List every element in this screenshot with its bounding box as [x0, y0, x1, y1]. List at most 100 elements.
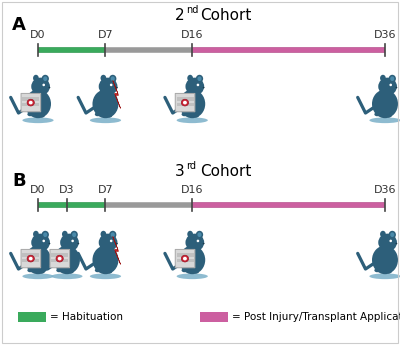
- Polygon shape: [113, 237, 120, 264]
- Ellipse shape: [90, 274, 121, 279]
- Ellipse shape: [99, 78, 118, 95]
- Ellipse shape: [109, 75, 116, 82]
- Ellipse shape: [182, 268, 187, 272]
- Ellipse shape: [187, 231, 193, 238]
- Ellipse shape: [181, 99, 188, 106]
- FancyBboxPatch shape: [50, 249, 70, 268]
- Ellipse shape: [22, 117, 54, 123]
- Ellipse shape: [179, 246, 205, 274]
- Ellipse shape: [109, 231, 116, 239]
- Polygon shape: [113, 80, 120, 108]
- Ellipse shape: [111, 76, 115, 81]
- Ellipse shape: [60, 234, 79, 251]
- Ellipse shape: [380, 75, 386, 81]
- Ellipse shape: [196, 231, 203, 239]
- Text: nd: nd: [186, 5, 198, 15]
- Ellipse shape: [48, 243, 50, 244]
- FancyBboxPatch shape: [22, 97, 39, 100]
- Bar: [18, 312, 46, 322]
- Ellipse shape: [99, 234, 118, 251]
- Ellipse shape: [181, 255, 188, 262]
- Ellipse shape: [25, 246, 51, 274]
- Ellipse shape: [39, 270, 45, 274]
- Ellipse shape: [183, 101, 187, 105]
- Ellipse shape: [370, 117, 400, 123]
- Ellipse shape: [116, 243, 118, 244]
- Ellipse shape: [70, 231, 78, 239]
- FancyBboxPatch shape: [22, 253, 39, 257]
- Ellipse shape: [100, 75, 106, 81]
- Ellipse shape: [386, 114, 392, 118]
- Ellipse shape: [106, 114, 112, 118]
- Ellipse shape: [186, 234, 204, 251]
- Ellipse shape: [196, 75, 203, 82]
- Ellipse shape: [396, 87, 397, 88]
- Ellipse shape: [110, 83, 112, 86]
- Ellipse shape: [177, 117, 208, 123]
- Ellipse shape: [51, 274, 82, 279]
- Ellipse shape: [27, 112, 33, 116]
- Text: Cohort: Cohort: [200, 8, 251, 23]
- Ellipse shape: [72, 232, 76, 237]
- Ellipse shape: [197, 83, 199, 86]
- Ellipse shape: [56, 255, 63, 262]
- Ellipse shape: [390, 83, 392, 86]
- Ellipse shape: [68, 270, 74, 274]
- Text: D36: D36: [374, 30, 396, 40]
- Ellipse shape: [389, 231, 396, 239]
- Text: D7: D7: [98, 30, 113, 40]
- Text: D16: D16: [181, 30, 204, 40]
- Ellipse shape: [42, 231, 49, 239]
- Ellipse shape: [29, 101, 33, 105]
- Ellipse shape: [198, 232, 202, 237]
- Ellipse shape: [92, 90, 118, 118]
- FancyBboxPatch shape: [51, 253, 68, 257]
- FancyBboxPatch shape: [175, 93, 195, 112]
- Ellipse shape: [31, 234, 50, 251]
- Ellipse shape: [179, 90, 205, 118]
- Ellipse shape: [380, 231, 386, 238]
- Ellipse shape: [390, 76, 394, 81]
- Ellipse shape: [198, 76, 202, 81]
- Ellipse shape: [27, 255, 34, 262]
- Text: B: B: [12, 172, 26, 190]
- Text: = Habituation: = Habituation: [50, 312, 123, 322]
- Ellipse shape: [203, 87, 204, 88]
- Ellipse shape: [29, 257, 33, 260]
- Ellipse shape: [372, 90, 398, 118]
- Ellipse shape: [177, 274, 208, 279]
- Text: D3: D3: [59, 185, 75, 195]
- Ellipse shape: [56, 268, 62, 272]
- Ellipse shape: [31, 78, 50, 95]
- FancyBboxPatch shape: [177, 102, 194, 106]
- Ellipse shape: [386, 270, 392, 274]
- Ellipse shape: [389, 75, 396, 82]
- Ellipse shape: [58, 257, 62, 260]
- Ellipse shape: [33, 75, 39, 81]
- Ellipse shape: [25, 90, 51, 118]
- Ellipse shape: [396, 243, 397, 244]
- Ellipse shape: [116, 87, 118, 88]
- Ellipse shape: [54, 246, 80, 274]
- Ellipse shape: [42, 83, 45, 86]
- Ellipse shape: [27, 99, 34, 106]
- Ellipse shape: [186, 78, 204, 95]
- FancyBboxPatch shape: [22, 259, 39, 262]
- Text: D7: D7: [98, 185, 113, 195]
- FancyBboxPatch shape: [22, 102, 39, 106]
- Ellipse shape: [95, 268, 100, 272]
- Ellipse shape: [374, 268, 380, 272]
- Ellipse shape: [390, 232, 394, 237]
- Ellipse shape: [92, 246, 118, 274]
- Ellipse shape: [43, 76, 47, 81]
- Text: D16: D16: [181, 185, 204, 195]
- Ellipse shape: [370, 274, 400, 279]
- Text: D0: D0: [30, 30, 46, 40]
- Text: Cohort: Cohort: [200, 164, 251, 179]
- Ellipse shape: [42, 75, 49, 82]
- Text: D0: D0: [30, 185, 46, 195]
- Ellipse shape: [71, 240, 74, 242]
- Ellipse shape: [62, 231, 68, 238]
- Text: = Post Injury/Transplant Application: = Post Injury/Transplant Application: [232, 312, 400, 322]
- Ellipse shape: [106, 270, 112, 274]
